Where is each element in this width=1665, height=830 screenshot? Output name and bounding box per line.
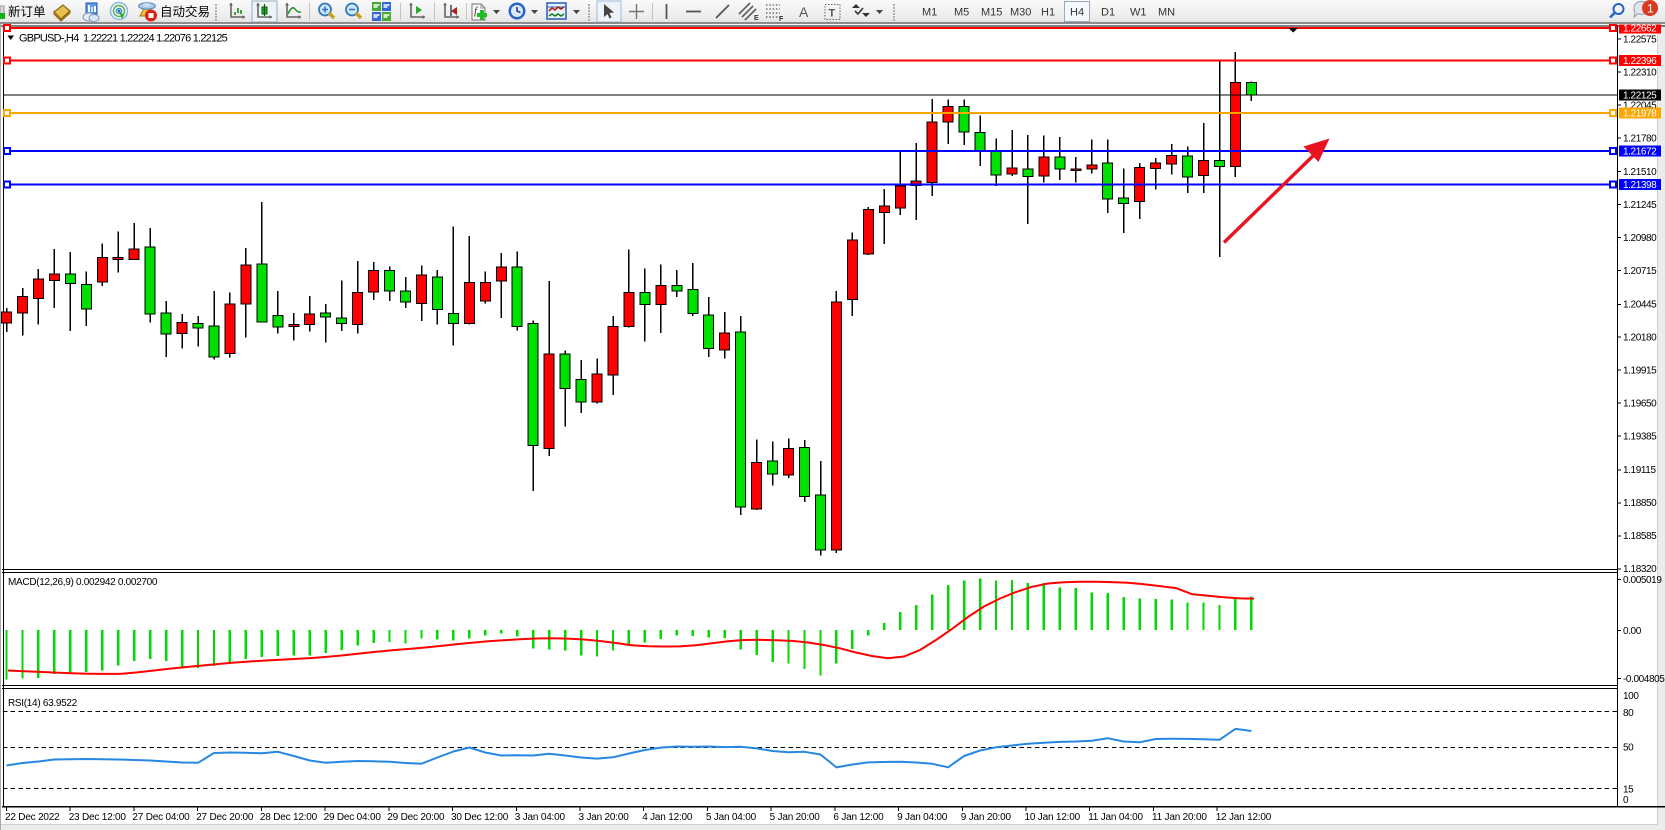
svg-text:1.21978: 1.21978 (1623, 108, 1657, 119)
svg-text:6 Jan 12:00: 6 Jan 12:00 (833, 812, 884, 823)
svg-text:H4: H4 (1070, 7, 1084, 19)
svg-text:1.20980: 1.20980 (1623, 233, 1657, 244)
svg-text:f: f (474, 5, 479, 17)
svg-text:1.21398: 1.21398 (1623, 180, 1657, 191)
svg-text:0.005019: 0.005019 (1623, 575, 1662, 586)
svg-text:80: 80 (1623, 708, 1634, 719)
svg-text:A: A (799, 4, 809, 20)
svg-text:0.00: 0.00 (1623, 626, 1642, 637)
svg-text:30 Dec 12:00: 30 Dec 12:00 (451, 812, 509, 823)
svg-text:12 Jan 12:00: 12 Jan 12:00 (1216, 812, 1272, 823)
svg-text:H1: H1 (1041, 7, 1055, 19)
svg-text:1.22396: 1.22396 (1623, 56, 1657, 67)
svg-text:M30: M30 (1010, 7, 1031, 19)
svg-text:M15: M15 (981, 7, 1002, 19)
svg-text:1: 1 (1647, 2, 1654, 16)
svg-text:RSI(14) 63.9522: RSI(14) 63.9522 (8, 698, 78, 709)
svg-text:1.21780: 1.21780 (1623, 134, 1657, 145)
svg-text:9 Jan 20:00: 9 Jan 20:00 (961, 812, 1012, 823)
svg-text:0: 0 (1623, 795, 1629, 806)
svg-text:MN: MN (1158, 7, 1175, 19)
svg-text:23 Dec 12:00: 23 Dec 12:00 (69, 812, 127, 823)
svg-text:1.20445: 1.20445 (1623, 300, 1657, 311)
svg-text:自动交易: 自动交易 (160, 4, 210, 19)
svg-text:M5: M5 (954, 7, 969, 19)
svg-text:1.19385: 1.19385 (1623, 432, 1657, 443)
svg-text:10 Jan 12:00: 10 Jan 12:00 (1025, 812, 1081, 823)
svg-text:F: F (779, 16, 784, 23)
svg-text:9 Jan 04:00: 9 Jan 04:00 (897, 812, 948, 823)
svg-text:1.22310: 1.22310 (1623, 68, 1657, 79)
svg-text:1.22662: 1.22662 (1623, 23, 1657, 34)
svg-text:29 Dec 20:00: 29 Dec 20:00 (387, 812, 445, 823)
svg-text:4 Jan 12:00: 4 Jan 12:00 (642, 812, 693, 823)
svg-text:27 Dec 20:00: 27 Dec 20:00 (196, 812, 254, 823)
svg-text:T: T (829, 8, 836, 20)
svg-text:W1: W1 (1130, 7, 1147, 19)
svg-text:1.21510: 1.21510 (1623, 167, 1657, 178)
svg-text:1.19915: 1.19915 (1623, 366, 1657, 377)
svg-text:M1: M1 (922, 7, 937, 19)
svg-text:1.22575: 1.22575 (1623, 35, 1657, 46)
svg-text:5 Jan 20:00: 5 Jan 20:00 (770, 812, 821, 823)
svg-text:MACD(12,26,9) 0.002942 0.00270: MACD(12,26,9) 0.002942 0.002700 (8, 577, 158, 588)
svg-text:1.19650: 1.19650 (1623, 399, 1657, 410)
svg-text:1.20180: 1.20180 (1623, 333, 1657, 344)
svg-text:3 Jan 20:00: 3 Jan 20:00 (579, 812, 630, 823)
svg-text:E: E (754, 15, 759, 22)
svg-text:27 Dec 04:00: 27 Dec 04:00 (132, 812, 190, 823)
svg-text:1.21245: 1.21245 (1623, 200, 1657, 211)
svg-text:15: 15 (1623, 785, 1634, 796)
svg-text:D1: D1 (1101, 7, 1115, 19)
svg-text:-0.004805: -0.004805 (1623, 674, 1665, 685)
svg-text:1.19115: 1.19115 (1623, 465, 1656, 476)
svg-text:1.22045: 1.22045 (1623, 101, 1657, 112)
svg-text:29 Dec 04:00: 29 Dec 04:00 (324, 812, 382, 823)
svg-text:11 Jan 04:00: 11 Jan 04:00 (1088, 812, 1143, 823)
svg-text:28 Dec 12:00: 28 Dec 12:00 (260, 812, 318, 823)
svg-text:5 Jan 04:00: 5 Jan 04:00 (706, 812, 757, 823)
svg-text:新订单: 新订单 (8, 4, 46, 19)
svg-text:1.20715: 1.20715 (1623, 266, 1657, 277)
svg-text:1.21672: 1.21672 (1623, 146, 1657, 157)
svg-text:11 Jan 20:00: 11 Jan 20:00 (1152, 812, 1207, 823)
svg-text:1.18585: 1.18585 (1623, 531, 1657, 542)
svg-text:50: 50 (1623, 743, 1634, 754)
svg-text:3 Jan 04:00: 3 Jan 04:00 (515, 812, 566, 823)
svg-text:100: 100 (1623, 691, 1639, 702)
svg-text:22 Dec 2022: 22 Dec 2022 (5, 812, 60, 823)
svg-text:GBPUSD-,H4 1.22221 1.22224 1.: GBPUSD-,H4 1.22221 1.22224 1.22076 1.221… (19, 33, 228, 45)
svg-text:1.18320: 1.18320 (1623, 564, 1657, 575)
svg-text:1.18850: 1.18850 (1623, 498, 1657, 509)
svg-text:1.22125: 1.22125 (1623, 90, 1657, 101)
